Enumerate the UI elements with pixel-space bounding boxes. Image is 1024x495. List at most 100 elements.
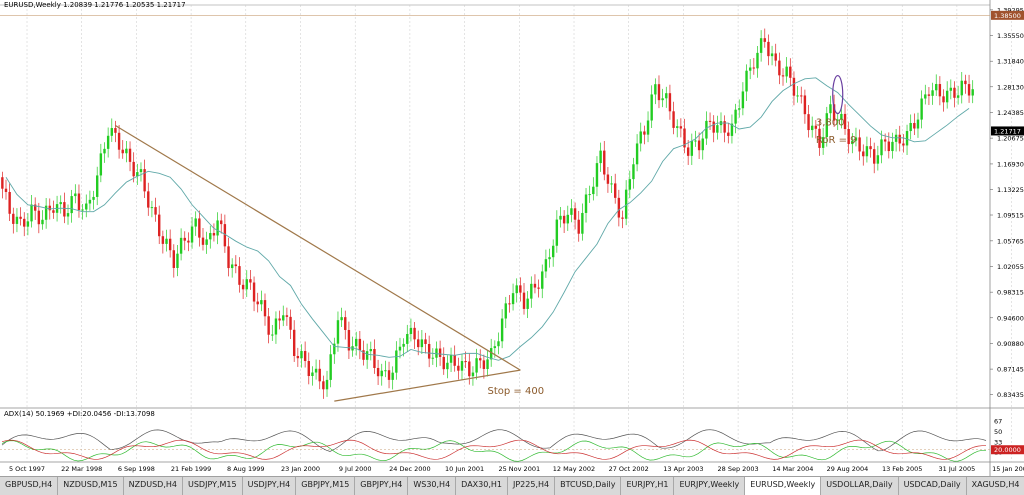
candle-body	[916, 119, 920, 129]
candle-body	[869, 146, 872, 150]
candle-body	[821, 137, 825, 148]
candle-body	[694, 140, 697, 142]
annotation-ellipse	[832, 74, 844, 115]
candle-body	[431, 357, 435, 359]
candle-body	[252, 282, 256, 302]
price-tick-label: 0.90880	[997, 340, 1024, 348]
tab-nzdusd-m15[interactable]: NZDUSD,M15	[58, 477, 124, 495]
candle-body	[829, 104, 832, 114]
candle-body	[880, 139, 883, 156]
candle-body	[44, 205, 48, 220]
candle-body	[716, 125, 719, 133]
tab-eurusd-weekly[interactable]: EURUSD,Weekly	[745, 477, 822, 495]
candle-body	[238, 266, 241, 285]
candle-body	[482, 360, 486, 369]
candle-body	[551, 245, 555, 258]
date-tick-label: 24 Dec 2000	[389, 465, 431, 473]
candle-body	[37, 210, 41, 225]
candle-body	[398, 346, 402, 351]
date-tick-label: 5 Oct 1997	[9, 465, 45, 473]
tab-gbpusd-h4[interactable]: GBPUSD,H4	[0, 477, 59, 495]
candle-body	[614, 183, 617, 198]
candle-body	[8, 191, 11, 214]
tab-nzdusd-h4[interactable]: NZDUSD,H4	[124, 477, 183, 495]
candle-body	[570, 208, 573, 215]
candle-body	[59, 202, 62, 205]
date-tick-label: 13 Apr 2003	[663, 465, 703, 473]
candle-body	[464, 361, 467, 363]
tab-jp225-h4[interactable]: JP225,H4	[508, 477, 556, 495]
candle-body	[380, 370, 383, 377]
candle-body	[862, 151, 865, 157]
candle-body	[227, 246, 230, 269]
date-tick-label: 14 Mar 2004	[772, 465, 813, 473]
candle-body	[427, 343, 431, 359]
candle-body	[194, 218, 197, 227]
annotation-text: 3,800	[816, 118, 845, 129]
candle-body	[402, 343, 405, 347]
tab-usdcad-daily[interactable]: USDCAD,Daily	[899, 477, 967, 495]
date-tick-label: 28 Sep 2003	[717, 465, 758, 473]
candle-body	[767, 41, 770, 57]
candle-body	[628, 179, 631, 190]
candle-body	[311, 372, 314, 376]
tab-dax30-h1[interactable]: DAX30,H1	[456, 477, 508, 495]
candle-body	[110, 128, 113, 136]
candle-body	[234, 264, 238, 267]
tab-btcusd-daily[interactable]: BTCUSD,Daily	[555, 477, 622, 495]
candle-body	[847, 129, 850, 145]
candle-body	[409, 327, 413, 334]
candle-body	[621, 217, 624, 219]
tab-xagusd-h4[interactable]: XAGUSD,H4	[967, 477, 1024, 495]
candle-body	[358, 338, 362, 351]
candle-body	[668, 93, 672, 112]
tab-eurjpy-weekly[interactable]: EURJPY,Weekly	[674, 477, 746, 495]
tab-ws30-h4[interactable]: WS30,H4	[408, 477, 457, 495]
candle-body	[960, 80, 963, 96]
candle-body	[697, 140, 701, 151]
candle-body	[4, 188, 8, 192]
candle-body	[500, 318, 504, 342]
tab-gbpjpy-h4[interactable]: GBPJPY,H4	[355, 477, 409, 495]
candle-body	[865, 146, 869, 157]
candle-body	[150, 207, 154, 209]
candle-body	[953, 87, 956, 98]
adx-tick-label: 50	[994, 428, 1002, 436]
candle-body	[395, 350, 398, 373]
price-tick-label: 1.05765	[997, 237, 1024, 245]
candle-body	[493, 346, 497, 349]
tab-usdollar-daily[interactable]: USDOLLAR,Daily	[821, 477, 899, 495]
candle-body	[738, 108, 741, 110]
candle-body	[730, 123, 734, 136]
candle-body	[307, 361, 310, 376]
tab-usdjpy-m15[interactable]: USDJPY,M15	[183, 477, 243, 495]
candle-body	[967, 84, 971, 96]
date-tick-label: 25 Nov 2001	[498, 465, 540, 473]
annotation-text: RoR = 9	[816, 135, 857, 146]
tab-usdjpy-h4[interactable]: USDJPY,H4	[243, 477, 297, 495]
tab-gbpjpy-m15[interactable]: GBPJPY,M15	[296, 477, 356, 495]
candle-body	[595, 163, 599, 187]
candle-body	[588, 194, 591, 196]
candle-body	[329, 354, 332, 380]
candle-body	[165, 238, 168, 244]
candle-body	[81, 209, 84, 211]
candle-body	[931, 90, 934, 96]
candle-body	[209, 233, 212, 240]
candle-body	[814, 125, 818, 129]
candle-body	[446, 362, 449, 370]
candle-body	[322, 381, 325, 390]
price-tick-label: 1.31840	[997, 58, 1024, 66]
tab-eurjpy-h1[interactable]: EURJPY,H1	[621, 477, 675, 495]
candle-body	[508, 303, 511, 305]
candle-body	[938, 84, 942, 97]
date-axis: 5 Oct 1997 22 Mar 1998 6 Sep 1998 21 Feb 19…	[9, 465, 1024, 473]
candle-body	[74, 193, 77, 197]
candle-body	[566, 214, 569, 224]
candle-body	[263, 300, 267, 317]
candle-body	[30, 204, 33, 222]
candle-body	[479, 358, 482, 361]
candle-body	[537, 287, 540, 289]
candle-body	[201, 237, 205, 245]
